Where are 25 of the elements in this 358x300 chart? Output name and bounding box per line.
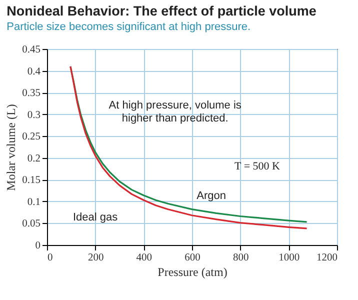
y-tick-label: 0.3	[27, 110, 40, 121]
x-tick-label: 200	[88, 252, 104, 264]
chart-title: Nonideal Behavior: The effect of particle volume	[6, 4, 317, 18]
y-tick-label: 0.45	[22, 44, 40, 56]
annotation: At high pressure, volume is higher than predicted.	[108, 100, 242, 125]
y-tick-label: 0.05	[22, 218, 40, 230]
annotation: Argon	[196, 190, 226, 202]
y-tick-label: 0.2	[27, 153, 40, 164]
x-tick-label: 1200	[316, 252, 338, 264]
y-tick-label: 0.25	[22, 132, 40, 143]
y-tick-label: 0	[35, 240, 40, 252]
x-tick-label: 600	[184, 252, 200, 264]
x-tick-label: 400	[136, 252, 152, 264]
y-tick-label: 0.15	[22, 175, 40, 186]
y-axis-title: Molar volume (L)	[4, 104, 18, 191]
x-tick-label: 0	[48, 252, 53, 264]
x-axis-title: Pressure (atm)	[158, 265, 228, 279]
chart-subtitle: Particle size becomes significant at high pressure.	[6, 21, 251, 33]
x-tick-label: 1000	[278, 252, 300, 264]
annotation: Ideal gas	[73, 212, 118, 224]
x-tick-label: 800	[232, 252, 249, 264]
y-tick-label: 0.1	[27, 196, 40, 208]
y-tick-label: 0.4	[27, 66, 42, 78]
y-tick-label: 0.35	[22, 88, 40, 100]
annotation: T = 500 K	[234, 160, 280, 173]
